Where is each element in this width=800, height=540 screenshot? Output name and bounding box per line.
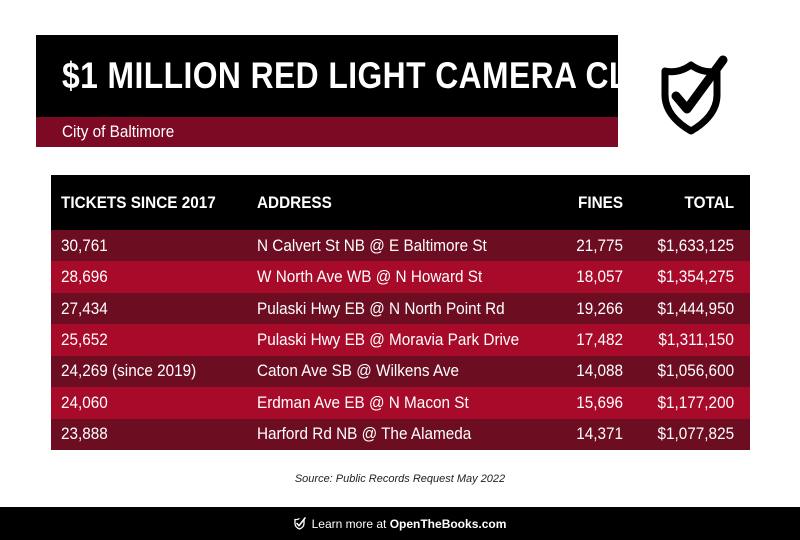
column-header-tickets: TICKETS SINCE 2017 <box>61 192 216 212</box>
fines-cell: 21,775 <box>576 235 623 255</box>
total-cell: $1,633,125 <box>657 235 734 255</box>
address-cell: N Calvert St NB @ E Baltimore St <box>257 235 487 255</box>
source-note: Source: Public Records Request May 2022 <box>294 473 506 485</box>
table-row: 24,060 Erdman Ave EB @ N Macon St 15,696… <box>51 387 750 419</box>
total-cell: $1,056,600 <box>657 361 734 381</box>
fines-cell: 17,482 <box>576 329 623 349</box>
column-header-total: TOTAL <box>684 192 734 212</box>
table-row: 30,761 N Calvert St NB @ E Baltimore St … <box>51 230 750 262</box>
total-cell: $1,177,200 <box>657 392 734 412</box>
address-cell: Erdman Ave EB @ N Macon St <box>257 392 469 412</box>
tickets-cell: 24,269 (since 2019) <box>61 361 197 381</box>
address-cell: Pulaski Hwy EB @ Moravia Park Drive <box>257 329 520 349</box>
column-header-address: ADDRESS <box>257 192 332 212</box>
table-row: 24,269 (since 2019) Caton Ave SB @ Wilke… <box>51 355 750 388</box>
table-row: 28,696 W North Ave WB @ N Howard St 18,0… <box>51 261 750 293</box>
total-cell: $1,077,825 <box>657 424 734 444</box>
fines-cell: 19,266 <box>576 298 623 318</box>
address-cell: Caton Ave SB @ Wilkens Ave <box>257 361 460 381</box>
table-header: TICKETS SINCE 2017 ADDRESS FINES TOTAL <box>51 175 750 230</box>
fines-cell: 18,057 <box>576 267 623 287</box>
fines-cell: 15,696 <box>576 392 623 412</box>
tickets-cell: 23,888 <box>61 424 108 444</box>
fines-cell: 14,088 <box>576 361 623 381</box>
total-cell: $1,311,150 <box>658 329 734 349</box>
column-header-fines: FINES <box>577 192 623 212</box>
table-row: 23,888 Harford Rd NB @ The Alameda 14,37… <box>51 418 750 450</box>
shield-check-icon <box>661 55 728 135</box>
shield-check-icon <box>293 517 306 530</box>
title-bar: $1 MILLION RED LIGHT CAMERA CLUB <box>36 35 675 117</box>
address-cell: Pulaski Hwy EB @ N North Point Rd <box>257 298 505 318</box>
tickets-cell: 25,652 <box>61 329 108 349</box>
total-cell: $1,444,950 <box>657 298 734 318</box>
tickets-cell: 27,434 <box>61 298 108 318</box>
table-row: 27,434 Pulaski Hwy EB @ N North Point Rd… <box>51 292 750 325</box>
page-subtitle: City of Baltimore <box>62 122 175 141</box>
page-title: $1 MILLION RED LIGHT CAMERA CLUB <box>62 55 676 96</box>
tickets-cell: 24,060 <box>61 392 108 412</box>
fines-cell: 14,371 <box>576 424 623 444</box>
red-light-camera-table: TICKETS SINCE 2017 ADDRESS FINES TOTAL 3… <box>51 175 750 450</box>
footer: Learn more at OpenTheBooks.com <box>0 507 800 540</box>
address-cell: Harford Rd NB @ The Alameda <box>257 424 472 444</box>
tickets-cell: 28,696 <box>61 267 108 287</box>
footer-link[interactable]: OpenTheBooks.com <box>389 516 507 531</box>
table-row: 25,652 Pulaski Hwy EB @ Moravia Park Dri… <box>51 324 750 356</box>
total-cell: $1,354,275 <box>657 267 734 287</box>
tickets-cell: 30,761 <box>61 235 108 255</box>
address-cell: W North Ave WB @ N Howard St <box>257 267 483 287</box>
subtitle-bar: City of Baltimore <box>36 117 618 147</box>
footer-text: Learn more at <box>311 516 387 531</box>
